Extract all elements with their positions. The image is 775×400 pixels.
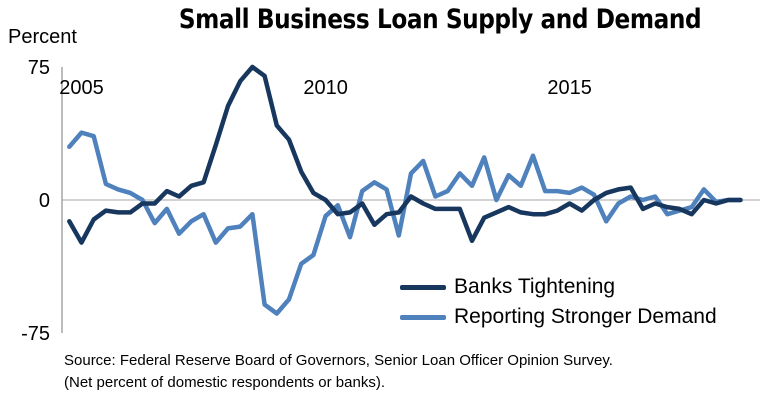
- legend-label-banks-tightening: Banks Tightening: [454, 275, 616, 298]
- x-tick-label: 2015: [547, 77, 592, 99]
- source-note: Source: Federal Reserve Board of Governo…: [64, 350, 613, 394]
- chart-title: Small Business Loan Supply and Demand: [178, 4, 702, 35]
- source-line-1: Source: Federal Reserve Board of Governo…: [64, 352, 613, 369]
- x-tick-labels: 2005 2010 2015: [59, 77, 592, 99]
- y-tick-labels: 75 0 -75: [21, 57, 50, 345]
- series-lines: [67, 64, 743, 316]
- legend-item-banks-tightening: Banks Tightening: [400, 272, 717, 302]
- x-tick-label: 2010: [303, 77, 348, 99]
- source-line-2: (Net percent of domestic respondents or …: [64, 374, 385, 391]
- legend: Banks Tightening Reporting Stronger Dema…: [400, 272, 717, 332]
- series-line-banks-tightening: [67, 64, 743, 245]
- legend-swatch-reporting-stronger-demand: [400, 314, 446, 320]
- y-tick-label: -75: [21, 323, 50, 345]
- y-tick-label: 0: [39, 190, 50, 212]
- legend-label-reporting-stronger-demand: Reporting Stronger Demand: [454, 305, 717, 328]
- y-tick-label: 75: [28, 57, 50, 79]
- legend-swatch-banks-tightening: [400, 284, 446, 290]
- legend-item-reporting-stronger-demand: Reporting Stronger Demand: [400, 302, 717, 332]
- x-tick-label: 2005: [59, 77, 104, 99]
- y-axis-label: Percent: [8, 26, 77, 48]
